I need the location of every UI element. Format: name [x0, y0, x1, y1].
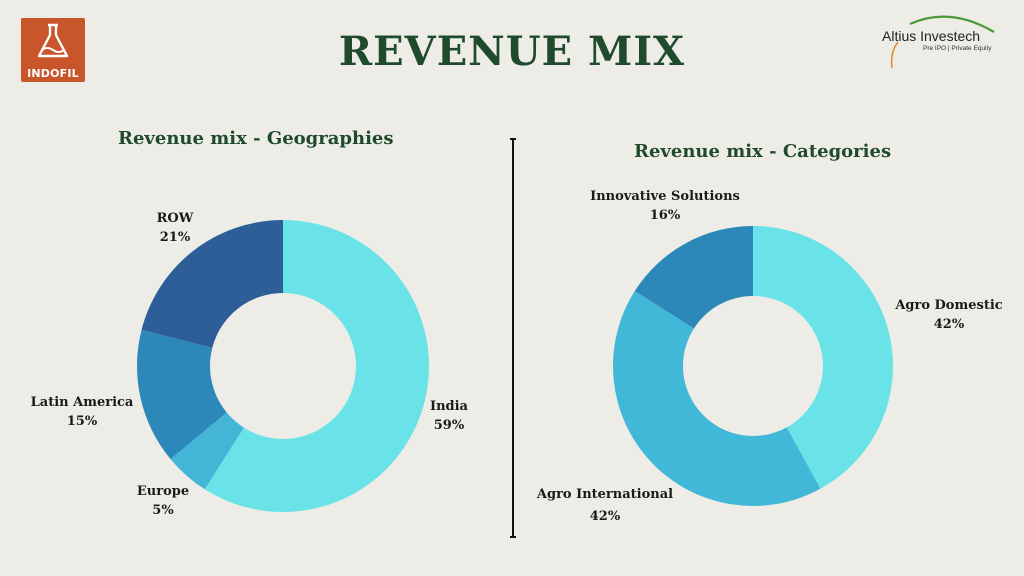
categories-donut — [613, 226, 893, 506]
label-agro-domestic-value: 42% — [933, 317, 965, 332]
label-agro-domestic: Agro Domestic 42% — [888, 296, 1010, 334]
label-agro-international: Agro International 42% — [525, 485, 685, 526]
swoosh-icon — [890, 15, 995, 69]
page-title: REVENUE MIX — [338, 28, 686, 75]
label-europe-value: 5% — [152, 503, 174, 518]
slice-europe — [170, 412, 244, 490]
label-innovative-solutions: Innovative Solutions 16% — [575, 187, 755, 225]
altius-logo-name: Altius Investech — [882, 28, 981, 44]
label-latin-america-name: Latin America — [30, 395, 134, 410]
categories-chart-title: Revenue mix - Categories — [634, 141, 892, 162]
label-agro-international-name: Agro International — [536, 487, 674, 502]
label-innovative-solutions-name: Innovative Solutions — [590, 189, 740, 204]
altius-logo-tagline: Pre IPO | Private Equity — [923, 45, 992, 52]
indofil-logo: INDOFIL — [21, 18, 85, 82]
slice-latin-america — [136, 329, 227, 460]
label-latin-america-value: 15% — [66, 414, 98, 429]
label-row-value: 21% — [159, 230, 191, 245]
slice-agro-international — [613, 290, 821, 506]
label-row-name: ROW — [156, 211, 194, 226]
label-agro-international-value: 42% — [589, 509, 621, 524]
label-india-name: India — [430, 399, 468, 414]
slice-innovative-solutions — [634, 226, 753, 329]
label-europe-name: Europe — [136, 484, 190, 499]
indofil-logo-text: INDOFIL — [27, 67, 79, 80]
label-agro-domestic-name: Agro Domestic — [895, 298, 1003, 313]
label-row: ROW 21% — [135, 209, 215, 247]
geographies-donut — [136, 220, 429, 512]
altius-logo: Altius Investech Pre IPO | Private Equit… — [870, 12, 1010, 72]
label-india: India 59% — [414, 397, 484, 435]
label-innovative-solutions-value: 16% — [649, 208, 681, 223]
slice-row — [141, 220, 283, 348]
chart-divider — [510, 138, 516, 538]
geographies-chart-title: Revenue mix - Geographies — [118, 128, 394, 149]
label-latin-america: Latin America 15% — [22, 393, 142, 431]
slice-india — [204, 220, 429, 512]
flask-icon — [37, 23, 69, 58]
slice-agro-domestic — [753, 226, 893, 489]
label-india-value: 59% — [433, 418, 465, 433]
label-europe: Europe 5% — [123, 482, 203, 520]
